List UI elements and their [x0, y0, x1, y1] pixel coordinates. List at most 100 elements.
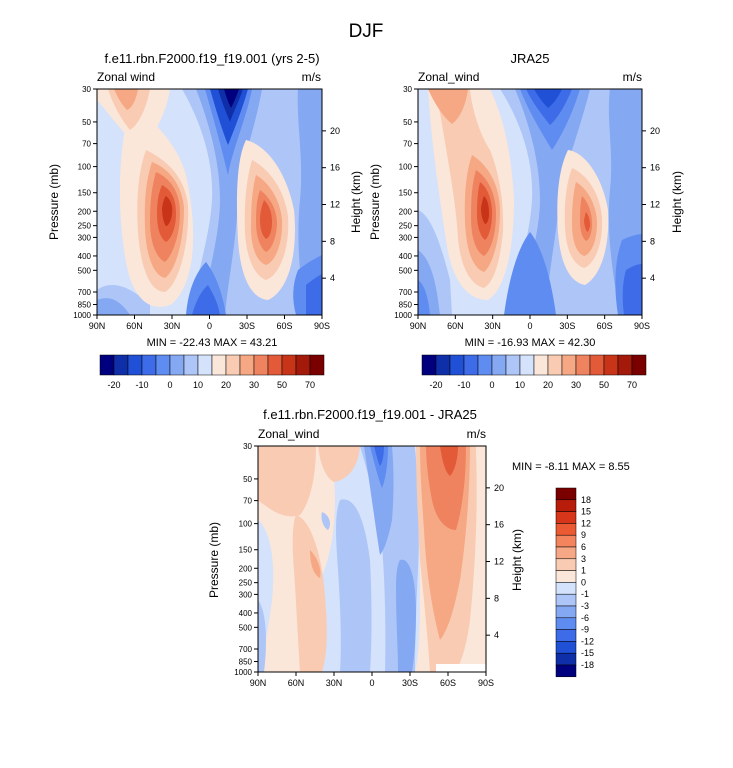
panel-model-y2tick-label: 4 [330, 273, 335, 283]
panel-obs-ytick-label: 1000 [394, 311, 412, 320]
colorbar-obs-label: 50 [599, 380, 609, 390]
colorbar-diff-swatch [555, 534, 577, 548]
colorbar-diff-label: -6 [581, 613, 589, 623]
colorbar-obs-label: 70 [627, 380, 637, 390]
panel-obs-xtick-label: 60S [597, 321, 613, 331]
panel-model-xtick-label: 30N [164, 321, 181, 331]
colorbar-diff-swatch [555, 582, 577, 595]
colorbar-model-swatch [183, 354, 199, 376]
panel-obs-y2tick-label: 8 [650, 236, 655, 246]
panel-model-field-label: Zonal wind [97, 70, 155, 84]
panel-diff-ytick-label: 50 [243, 475, 252, 484]
colorbar-obs-swatch [491, 354, 507, 376]
panel-obs-ytick-label: 850 [399, 301, 413, 310]
panel-diff-y2tick-label: 20 [494, 483, 504, 493]
colorbar-obs-swatch [547, 354, 563, 376]
colorbar-diff-swatch [555, 523, 577, 536]
panel-obs-ytick-label: 50 [403, 118, 412, 127]
colorbar-diff-label: -12 [581, 636, 594, 646]
colorbar-model-swatch [141, 354, 157, 376]
panel-diff-units-label: m/s [467, 427, 486, 441]
panel-diff-xtick-label: 60S [440, 678, 456, 688]
panel-diff-title: f.e11.rbn.F2000.f19_f19.001 - JRA25 [263, 407, 477, 422]
colorbar-diff-label: 18 [581, 495, 591, 505]
panel-model-units-label: m/s [302, 70, 321, 84]
colorbar-model-swatch [197, 354, 213, 376]
panel-model-ytick-label: 50 [82, 118, 91, 127]
panel-model-y2tick-label: 12 [330, 200, 340, 210]
panel-model-xtick-label: 0 [207, 321, 212, 331]
panel-obs-ytick-label: 200 [399, 207, 413, 216]
colorbar-model-swatch [169, 354, 185, 376]
panel-model-ytick-label: 200 [78, 207, 92, 216]
colorbar-diff-label: 1 [581, 566, 586, 576]
panel-diff-ytick-label: 1000 [234, 668, 252, 677]
colorbar-obs-swatch [449, 354, 465, 376]
panel-obs-y2tick-label: 16 [650, 163, 660, 173]
panel-diff-contour-field [258, 446, 486, 672]
panel-model-xtick-label: 90N [89, 321, 106, 331]
colorbar-model-label: 0 [167, 380, 172, 390]
panel-diff-y2tick-label: 16 [494, 520, 504, 530]
panel-model-title: f.e11.rbn.F2000.f19_f19.001 (yrs 2-5) [104, 51, 319, 66]
panel-model: f.e11.rbn.F2000.f19_f19.001 (yrs 2-5) Zo… [47, 51, 363, 349]
panel-diff-ytick-label: 100 [239, 520, 253, 529]
colorbar-diff-swatch [555, 629, 577, 642]
colorbar-obs-swatch [533, 354, 549, 376]
colorbar-obs-swatch [477, 354, 493, 376]
panel-diff-ytick-label: 500 [239, 623, 253, 632]
colorbar-diff-swatch [555, 593, 577, 607]
colorbar-obs-swatch [463, 354, 479, 376]
panel-diff-ytick-label: 300 [239, 590, 253, 599]
colorbar-obs-swatch [631, 354, 647, 376]
colorbar-diff-swatch [555, 641, 577, 654]
colorbar-obs-label: 30 [571, 380, 581, 390]
colorbar-model-swatch [239, 354, 255, 376]
panel-model-ytick-label: 700 [78, 288, 92, 297]
colorbar-diff-swatch [555, 487, 577, 501]
colorbar-obs-swatch [575, 354, 591, 376]
colorbar-obs-label: -10 [457, 380, 470, 390]
panel-model-ytick-label: 70 [82, 140, 91, 149]
colorbar-diff-swatch [555, 546, 577, 560]
colorbar-model-swatch [253, 354, 269, 376]
panel-diff-y2tick-label: 8 [494, 593, 499, 603]
panel-model-xtick-label: 60N [126, 321, 143, 331]
colorbar-diff-swatch [555, 605, 577, 619]
panel-model-ytick-label: 400 [78, 252, 92, 261]
colorbar-model-swatch [155, 354, 171, 376]
panel-obs-y2tick-label: 4 [650, 273, 655, 283]
colorbar-model-swatch [127, 354, 143, 376]
panel-diff-xtick-label: 0 [369, 678, 374, 688]
panel-model-ytick-label: 150 [78, 189, 92, 198]
colorbar-diff-label: -1 [581, 589, 589, 599]
panel-model-ytick-label: 850 [78, 301, 92, 310]
panel-obs-y2tick-label: 12 [650, 200, 660, 210]
panel-obs-title: JRA25 [510, 51, 549, 66]
panel-diff-xtick-label: 30S [402, 678, 418, 688]
colorbar-diff-swatch [555, 499, 577, 512]
panel-obs-stats: MIN = -16.93 MAX = 42.30 [465, 337, 596, 349]
panel-model-y2label: Height (km) [349, 171, 363, 233]
panel-obs-ytick-label: 250 [399, 222, 413, 231]
panel-obs-ytick-label: 700 [399, 288, 413, 297]
colorbar-obs-swatch [561, 354, 577, 376]
colorbar-diff-label: 3 [581, 554, 586, 564]
colorbar-model-swatch [99, 354, 115, 376]
colorbar-diff-label: 12 [581, 518, 591, 528]
colorbar-diff-swatch [555, 511, 577, 524]
panel-diff-ytick-label: 850 [239, 658, 253, 667]
colorbar-diff-label: 0 [581, 577, 586, 587]
colorbar-diff-label: -3 [581, 601, 589, 611]
panel-diff-y2label: Height (km) [510, 529, 524, 591]
panel-obs-ytick-label: 70 [403, 140, 412, 149]
colorbar-obs-swatch [421, 354, 437, 376]
generated-axes-and-colorbars: 90N 60N 30N 0 30S 60S 90S305070100150200250300… [73, 85, 660, 688]
colorbar-obs-label: 0 [489, 380, 494, 390]
panel-model-ytick-label: 1000 [73, 311, 91, 320]
panel-obs-units-label: m/s [623, 70, 642, 84]
colorbar-obs-label: 10 [515, 380, 525, 390]
panel-diff-y2tick-label: 4 [494, 630, 499, 640]
colorbar-diff-label: 15 [581, 507, 591, 517]
